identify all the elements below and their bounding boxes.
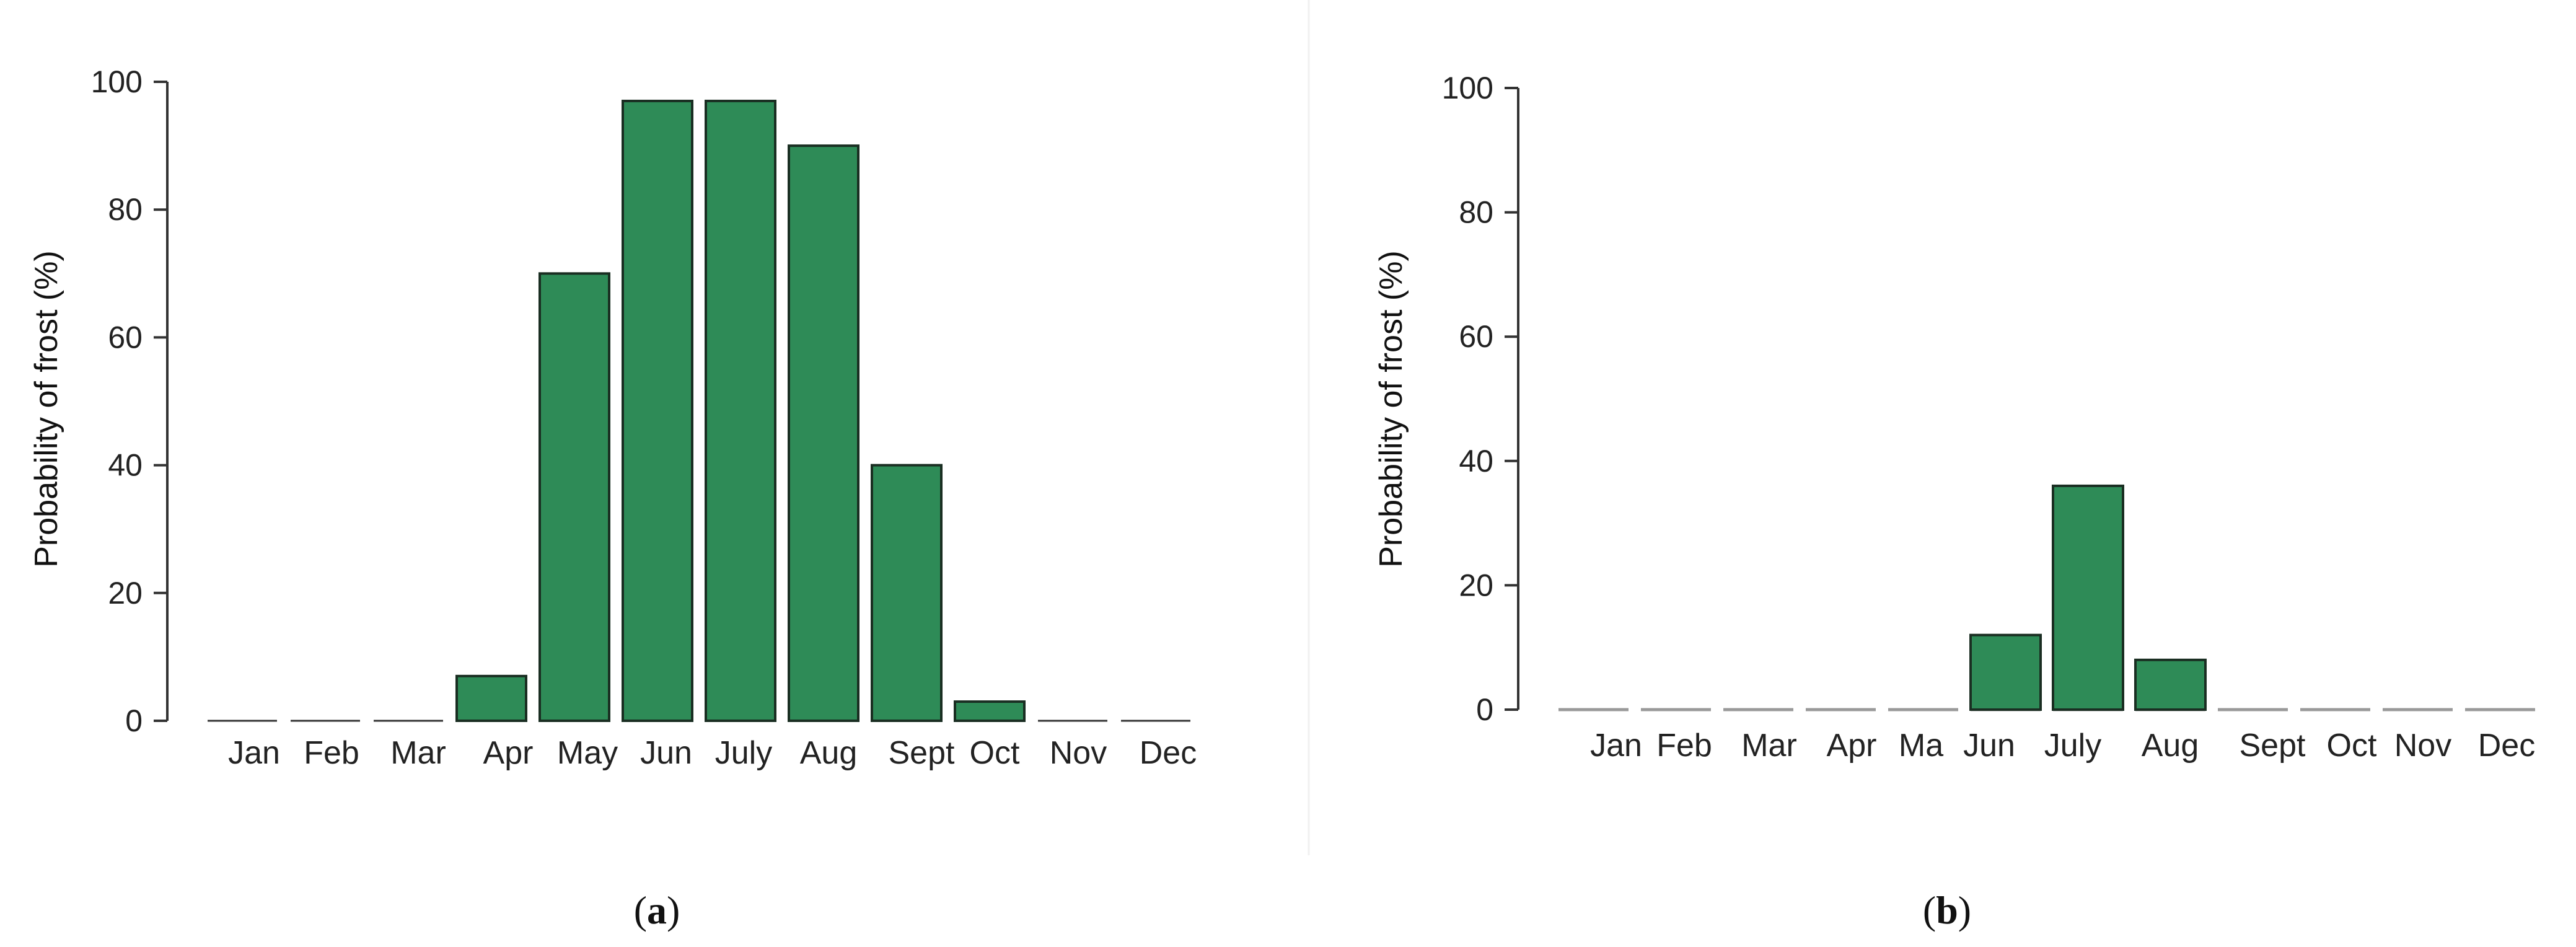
y-tick-label: 60 <box>108 320 143 355</box>
y-axis-title: Probability of frost (%) <box>1373 250 1409 568</box>
bar-july <box>2052 484 2124 711</box>
x-tick-label: Jan <box>228 735 280 771</box>
bar-jun <box>622 99 693 722</box>
x-tick-label: July <box>2044 728 2101 764</box>
x-tick-label: Apr <box>1827 728 1877 764</box>
bar-apr <box>455 674 527 722</box>
bar-may <box>538 272 610 722</box>
y-tick-label: 80 <box>108 192 143 227</box>
bar-jun <box>1969 633 2042 711</box>
x-tick-label: Nov <box>2394 728 2451 764</box>
y-tick-label: 0 <box>1476 692 1493 727</box>
y-axis-title: Probability of frost (%) <box>29 250 64 568</box>
x-tick-label: Dec <box>2478 728 2535 764</box>
x-tick-label: Feb <box>1656 728 1712 764</box>
x-tick-label: Ma <box>1899 728 1943 764</box>
y-tick-label: 60 <box>1459 319 1493 354</box>
y-tick-label: 40 <box>1459 444 1493 478</box>
chart-panel-b: 0 20 40 60 80 100 Jan Feb Mar Apr Ma Jun July Aug Sep… <box>1373 71 2535 932</box>
bars <box>1969 484 2207 711</box>
x-tick-label: Jun <box>640 735 692 771</box>
y-tick-label: 80 <box>1459 195 1493 230</box>
bar-aug <box>2134 658 2207 711</box>
x-tick-label: Jun <box>1963 728 2015 764</box>
x-tick-label: Aug <box>800 735 858 771</box>
x-tick-label: Dec <box>1140 735 1197 771</box>
x-tick-label: Oct <box>970 735 1020 771</box>
x-tick-label: Sept <box>2240 728 2306 764</box>
bar-aug <box>788 144 859 723</box>
x-tick-label: July <box>715 735 772 771</box>
bars <box>455 99 1026 723</box>
chart-panel-a: 0 20 40 60 80 100 Jan Feb Mar Apr May Jun July Aug Se… <box>29 64 1197 932</box>
panel-caption: (a) <box>634 888 680 932</box>
y-axis: 0 20 40 60 80 100 <box>91 64 169 738</box>
x-tick-labels: Jan Feb Mar Apr May Jun July Aug Sept Oct Nov Dec <box>228 735 1197 771</box>
x-tick-label: Mar <box>390 735 446 771</box>
y-tick-label: 20 <box>1459 568 1493 602</box>
y-tick-label: 0 <box>125 703 143 738</box>
x-tick-label: Oct <box>2327 728 2377 764</box>
bar-oct <box>954 700 1026 722</box>
x-tick-label: Nov <box>1050 735 1107 771</box>
y-axis: 0 20 40 60 80 100 <box>1442 71 1519 727</box>
x-tick-labels: Jan Feb Mar Apr Ma Jun July Aug Sept Oct Nov Dec <box>1590 728 2535 764</box>
panel-caption: (b) <box>1923 888 1971 932</box>
x-tick-label: Aug <box>2142 728 2199 764</box>
x-tick-label: Sept <box>889 735 956 771</box>
x-tick-label: Jan <box>1590 728 1642 764</box>
bar-sept <box>871 464 943 722</box>
y-tick-label: 40 <box>108 448 143 483</box>
y-tick-label: 100 <box>1442 71 1493 105</box>
y-tick-label: 20 <box>108 576 143 610</box>
x-tick-label: Mar <box>1741 728 1797 764</box>
x-tick-label: May <box>557 735 618 771</box>
y-tick-label: 100 <box>91 64 143 99</box>
x-tick-label: Feb <box>304 735 359 771</box>
bar-july <box>705 99 776 722</box>
x-tick-label: Apr <box>483 735 534 771</box>
